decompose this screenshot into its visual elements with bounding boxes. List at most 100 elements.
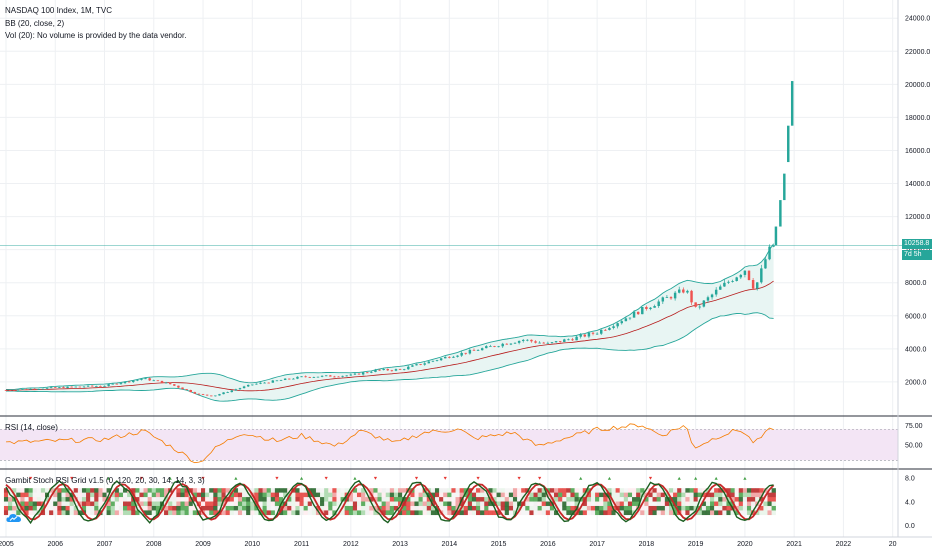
stoch-grid-cell	[324, 510, 329, 516]
stoch-grid-cell	[385, 497, 391, 502]
stoch-grid-cell	[69, 510, 74, 516]
stoch-grid-cell	[738, 492, 744, 498]
stoch-grid-cell	[471, 510, 477, 516]
stoch-grid-cell	[73, 501, 79, 507]
stoch-grid-cell	[86, 497, 91, 502]
stoch-grid-cell	[283, 492, 288, 498]
stoch-rsi-pane[interactable]	[0, 468, 932, 525]
stoch-grid-cell	[677, 505, 682, 511]
stoch-grid-cell	[147, 492, 152, 498]
stoch-grid-cell	[94, 492, 99, 498]
candle-body	[316, 376, 320, 378]
stoch-grid-cell	[689, 501, 694, 507]
candle-body	[45, 387, 49, 389]
stoch-grid-cell	[512, 492, 518, 498]
candle-body	[70, 386, 73, 388]
stoch-grid-cell	[529, 497, 534, 502]
stoch-grid-cell	[164, 510, 169, 516]
stoch-grid-cell	[406, 510, 411, 516]
stoch-grid-cell	[751, 488, 756, 493]
stoch-grid-cell	[352, 501, 358, 507]
stoch-grid-cell	[537, 505, 542, 511]
stoch-grid-cell	[730, 510, 735, 516]
stoch-grid-cell	[8, 501, 13, 507]
time-tick-label: 2009	[195, 541, 211, 548]
stoch-grid-cell	[40, 492, 46, 498]
buy-signal-marker	[714, 476, 718, 480]
stoch-grid-cell	[500, 497, 505, 502]
stoch-grid-cell	[90, 492, 95, 498]
candle-body	[21, 389, 24, 390]
stoch-grid-cell	[398, 501, 403, 507]
vol-legend[interactable]: Vol (20): No volume is provided by the d…	[5, 31, 187, 40]
stoch-grid-cell	[270, 492, 276, 498]
cloud-logo-icon[interactable]	[6, 512, 22, 523]
candle-body	[723, 282, 726, 287]
stoch-grid-cell	[738, 505, 744, 511]
candle-body	[111, 383, 114, 385]
symbol-title[interactable]: NASDAQ 100 Index, 1M, TVC	[5, 6, 113, 15]
stoch-grid-cell	[254, 497, 259, 502]
candle-body	[694, 302, 697, 307]
stoch-grid-cell	[746, 492, 752, 498]
stoch-grid-cell	[681, 510, 686, 516]
stoch-grid-cell	[439, 497, 444, 502]
stoch-grid-cell	[627, 505, 633, 511]
candle-body	[25, 389, 28, 390]
price-axis[interactable]: 2000.04000.06000.08000.010000.012000.014…	[905, 16, 930, 530]
candle-body	[152, 380, 156, 382]
stoch-grid-cell	[262, 497, 267, 502]
stoch-grid-cell	[377, 492, 382, 498]
candle-body	[386, 369, 389, 371]
stoch-grid-cell	[644, 497, 649, 502]
stoch-grid-cell	[484, 492, 489, 498]
candle-body	[587, 332, 591, 337]
candle-body	[779, 200, 782, 227]
stoch-grid-cell	[200, 492, 206, 498]
time-tick-label: 2005	[0, 541, 14, 548]
stoch-grid-cell	[677, 497, 682, 502]
stoch-grid-cell	[480, 492, 485, 498]
stoch-legend[interactable]: Gambit Stoch RSI Grid v1.5 (0, 120, 20, …	[5, 476, 205, 485]
stoch-grid-cell	[599, 497, 604, 502]
stoch-grid-cell	[636, 488, 641, 493]
stoch-grid-cell	[554, 501, 559, 507]
candle-body	[612, 326, 615, 328]
stoch-grid-cell	[90, 501, 95, 507]
stoch-grid-cell	[151, 492, 157, 498]
stoch-grid-cell	[705, 510, 711, 516]
bb-legend[interactable]: BB (20, close, 2)	[5, 19, 65, 28]
stoch-grid-cell	[566, 492, 571, 498]
stoch-grid-cell	[73, 510, 79, 516]
stoch-grid-cell	[287, 505, 292, 511]
candle-body	[774, 226, 778, 246]
stoch-grid-cell	[566, 488, 571, 493]
stoch-grid-cell	[558, 488, 563, 493]
stoch-grid-cell	[763, 497, 768, 502]
stoch-grid-cell	[348, 497, 354, 502]
stoch-grid-cell	[693, 492, 698, 498]
stoch-grid-cell	[500, 505, 505, 511]
stoch-grid-cell	[746, 488, 752, 493]
stoch-grid-cell	[40, 488, 46, 493]
stoch-grid-cell	[122, 501, 128, 507]
rsi-pane[interactable]	[0, 415, 932, 464]
stoch-grid-cell	[714, 501, 719, 507]
stoch-grid-cell	[176, 497, 181, 502]
stoch-grid-cell	[746, 510, 752, 516]
rsi-legend[interactable]: RSI (14, close)	[5, 423, 58, 432]
stoch-grid-cell	[689, 505, 694, 511]
stoch-grid-cell	[205, 497, 210, 502]
stoch-grid-cell	[340, 501, 345, 507]
stoch-grid-cell	[28, 501, 33, 507]
stoch-grid-cell	[414, 501, 419, 507]
time-axis[interactable]: 2005 2006 2007 2008 2009 2010 2011 2012 2013 2014…	[0, 541, 897, 548]
candle-body	[279, 380, 283, 381]
stoch-grid-cell	[549, 505, 555, 511]
stoch-grid-cell	[402, 492, 407, 498]
stoch-grid-cell	[77, 488, 83, 493]
stoch-grid-cell	[734, 497, 739, 502]
buy-signal-marker	[677, 476, 681, 480]
stoch-grid-cell	[447, 497, 452, 502]
